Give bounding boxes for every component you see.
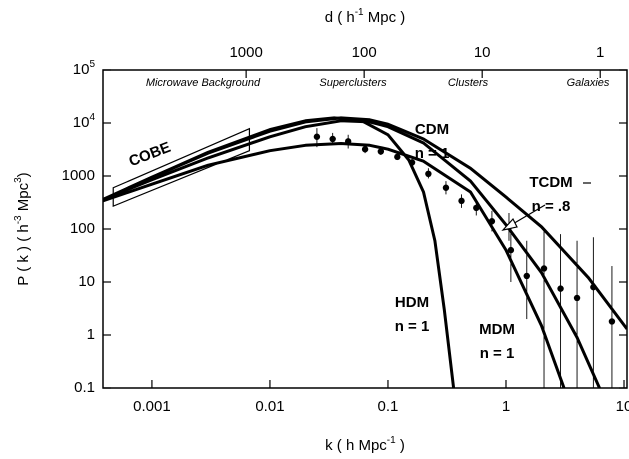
curve [103,119,601,388]
x2-axis-title: d ( h-1 Mpc ) [325,7,406,26]
data-point [608,318,616,325]
x2-tick-label: 100 [352,44,377,61]
superscript: -3 [13,215,24,224]
data-point [408,159,416,166]
x-tick-label: 10 [616,398,629,415]
data-point [590,283,597,291]
y-tick-label: 100 [70,220,95,237]
label-part: ) [15,172,32,177]
curve [103,142,566,388]
y-tick-label: 104 [73,112,96,131]
tick-exponent: 5 [89,59,95,70]
data-point [488,218,496,225]
plot-area [103,116,627,388]
data-point [377,148,385,155]
x-tick-label: 0.1 [378,398,399,415]
x-tick-label: 0.01 [255,398,284,415]
superscript: 3 [13,177,24,183]
x2-tick-label: 1 [596,44,604,61]
plot-frame [102,69,628,389]
x2-tick-label: 1000 [229,44,262,61]
y-axis-title: P ( k ) ( h-3 Mpc3) [13,172,32,285]
region-label: Clusters [448,77,489,89]
data-point [540,265,548,272]
curve-label: TCDM [529,174,572,191]
data-point [394,153,401,161]
y-tick-label: 1000 [62,167,95,184]
data-point [329,135,336,143]
curve-label: MDM [479,321,515,338]
superscript: -1 [387,435,396,446]
y-tick-label: 0.1 [74,379,95,396]
data-point [425,170,432,178]
y-tick-label: 1 [87,326,95,343]
curve-label: HDM [395,294,429,311]
data-point [344,138,352,145]
label-part: Mpc [15,182,32,215]
x-axis-title: k ( h Mpc-1 ) [325,435,405,454]
tick-base: 10 [73,114,90,131]
label-part: Mpc ) [364,9,406,26]
data-point [523,272,530,280]
data-point [458,197,465,205]
curve-label: CDM [415,121,449,138]
label-part: P ( k ) ( h [15,224,32,285]
region-label: Superclusters [319,77,387,89]
y-tick-label: 105 [73,59,96,78]
curve-param: n = 1 [395,318,430,335]
data-point [557,285,564,292]
label-part: k ( h Mpc [325,437,387,454]
x-tick-label: 1 [502,398,510,415]
data-point [507,246,515,254]
curve-param: n = 1 [480,345,515,362]
data-point [573,294,581,302]
region-label: Galaxies [567,77,610,89]
curve-param: n = .8 [532,198,571,215]
label-part: d ( h [325,9,355,26]
region-label: Microwave Background [146,77,261,89]
superscript: -1 [355,7,364,18]
curve [103,116,456,388]
data-point [442,184,450,191]
cobe-label: COBE [127,139,174,170]
x-tick-label: 0.001 [133,398,171,415]
y-tick-label: 10 [78,273,95,290]
tick-exponent: 4 [89,112,95,123]
data-point [313,133,321,140]
data-point [361,146,369,153]
data-point [473,204,480,212]
label-part: ) [396,437,405,454]
x2-tick-label: 10 [474,44,491,61]
arrow-head [501,217,518,231]
curve-param: n = 1 [415,145,450,162]
tick-base: 10 [73,61,90,78]
